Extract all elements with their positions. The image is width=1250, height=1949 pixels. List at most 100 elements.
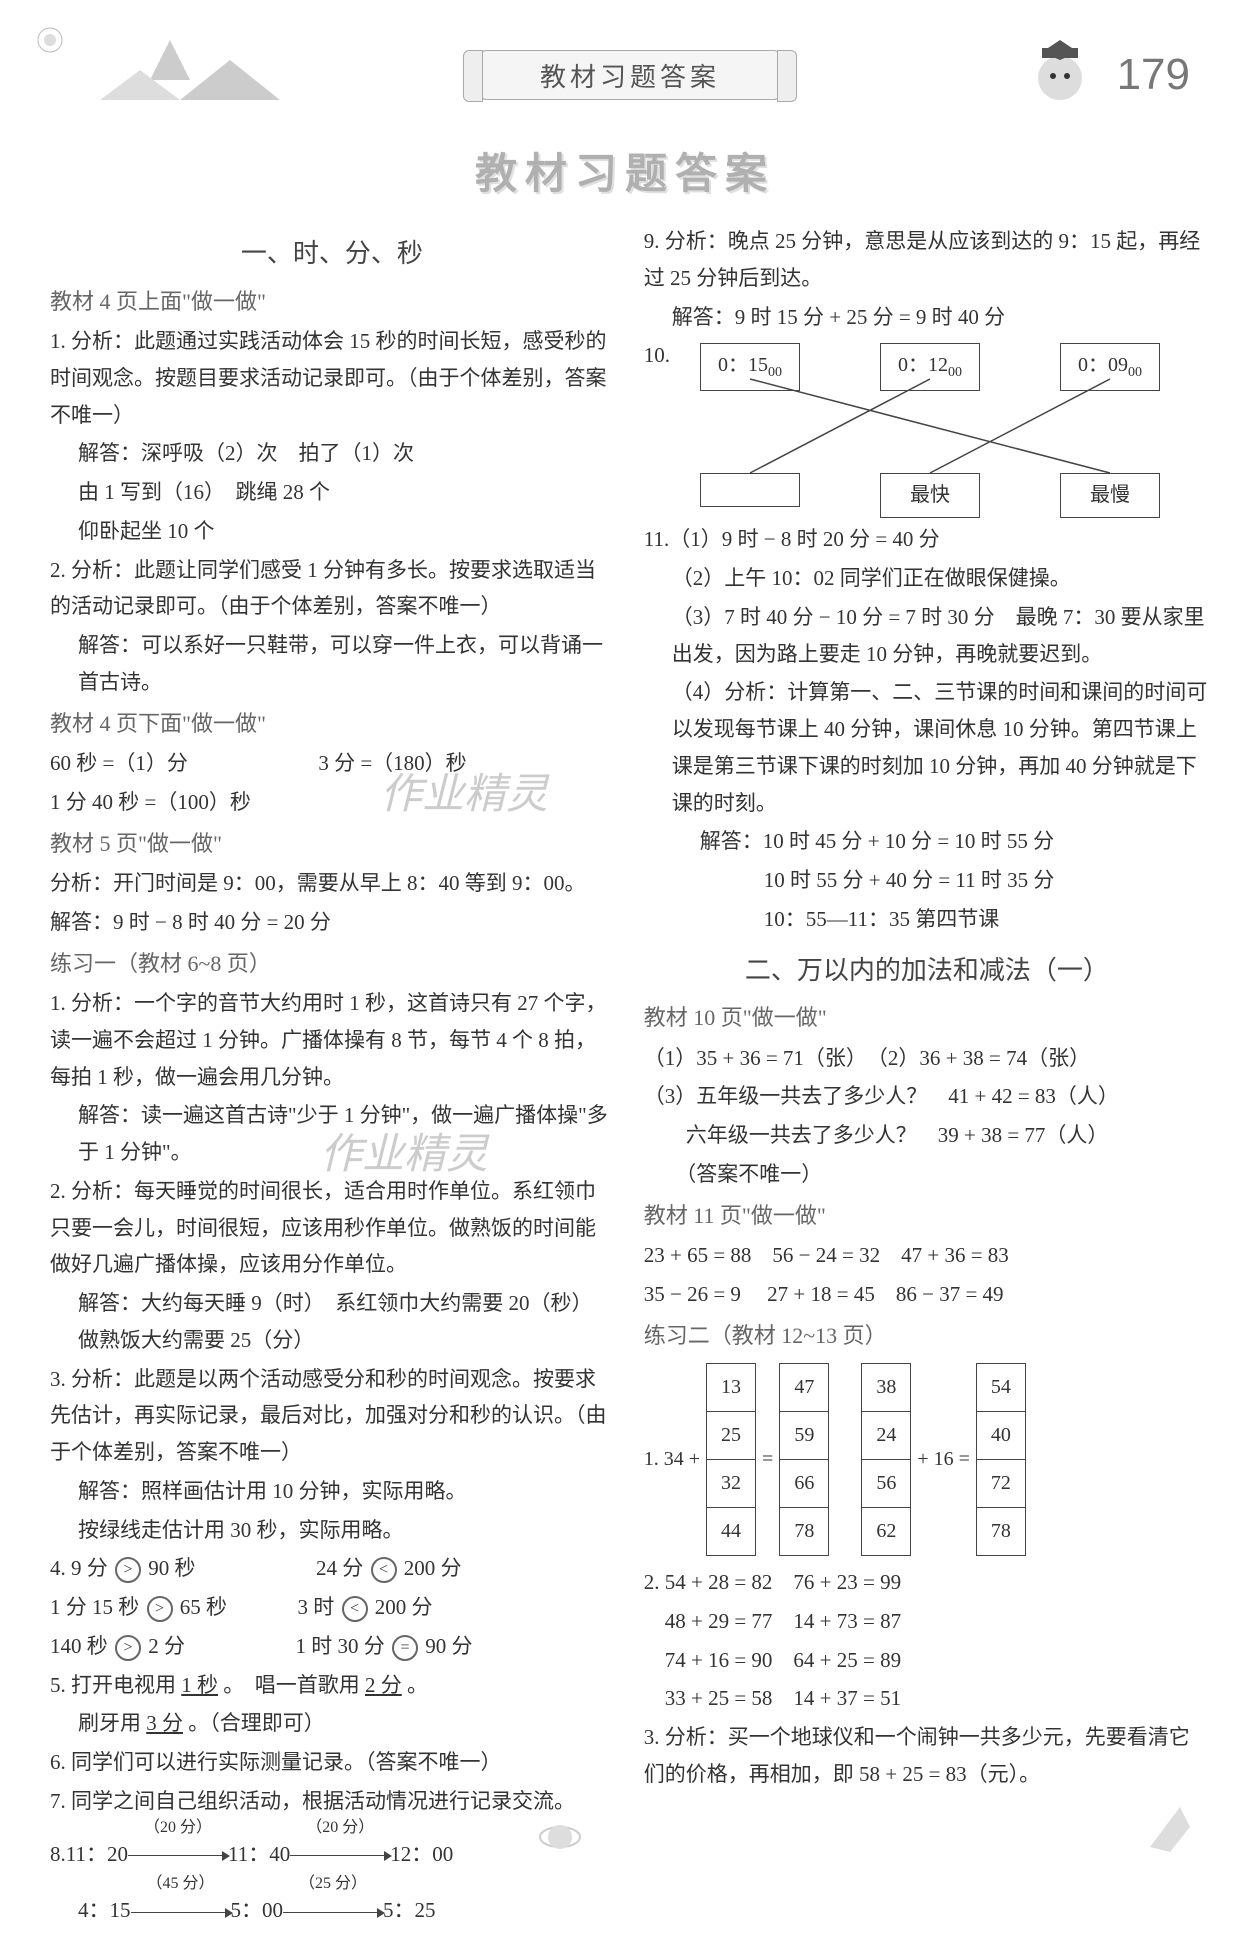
footer-decoration (0, 1797, 1250, 1857)
q2-analysis: 2. 分析：此题让同学们感受 1 分钟有多长。按要求选取适当的活动记录即可。（由… (50, 552, 614, 626)
subhead-p10: 教材 10 页"做一做" (644, 999, 1210, 1038)
p8-t6: 5：25 (383, 1892, 436, 1929)
header-decoration-left (20, 20, 320, 100)
t1c3-0: 38 (862, 1364, 910, 1411)
q1-answer-1: 解答：深呼吸（2）次 拍了（1）次 (50, 435, 614, 472)
p5a-end2: 。 (407, 1673, 428, 1697)
q11-2: （2）上午 10：02 同学们正在做眼保健操。 (644, 560, 1210, 597)
ex1-q1-analysis: 1. 分析：一个字的音节大约用时 1 秒，这首诗只有 27 个字，读一遍不会超过… (50, 985, 614, 1095)
t1-col3: 38 24 56 62 (861, 1363, 911, 1556)
q1-answer-3: 仰卧起坐 10 个 (50, 513, 614, 550)
subhead-ex1: 练习一（教材 6~8 页） (50, 945, 614, 984)
r5: 23 + 65 = 88 56 − 24 = 32 47 + 36 = 83 (644, 1237, 1210, 1274)
t1c2-1: 59 (780, 1411, 828, 1459)
r7d: 33 + 25 = 58 14 + 37 = 51 (644, 1680, 1210, 1717)
p4e1: 140 秒 (50, 1634, 108, 1658)
page-header: 教材习题答案 179 (0, 0, 1250, 120)
main-title: 教材习题答案 (0, 140, 1250, 201)
t1-col2: 47 59 66 78 (779, 1363, 829, 1556)
ex1-q5-row2: 刷牙用 3 分 。（合理即可） (50, 1705, 614, 1742)
t1c2-3: 78 (780, 1507, 828, 1555)
r6: 35 − 26 = 9 27 + 18 = 45 86 − 37 = 49 (644, 1276, 1210, 1313)
p8-t5: 5：00 (231, 1892, 284, 1929)
content-columns: 一、时、分、秒 教材 4 页上面"做一做" 1. 分析：此题通过实践活动体会 1… (0, 201, 1250, 1949)
ex1-q4-row2: 1 分 15 秒 > 65 秒 3 时 < 200 分 (50, 1589, 614, 1626)
t1c4-0: 54 (977, 1364, 1025, 1411)
t1c3-2: 56 (862, 1459, 910, 1507)
subhead-p11: 教材 11 页"做一做" (644, 1197, 1210, 1236)
r7c: 74 + 16 = 90 64 + 25 = 89 (644, 1642, 1210, 1679)
ex1-q3-analysis: 3. 分析：此题是以两个活动感受分和秒的时间观念。按要求先估计，再实际记录，最后… (50, 1361, 614, 1471)
t1c1-0: 13 (707, 1364, 755, 1411)
r3: 六年级一共去了多少人？ 39 + 38 = 77（人） (644, 1117, 1210, 1154)
p5a: 5. 打开电视用 (50, 1673, 176, 1697)
p4b2: 200 分 (404, 1556, 462, 1580)
p5a-u2: 2 分 (365, 1673, 402, 1697)
right-column: 9. 分析：晚点 25 分钟，意思是从应该到达的 9：15 起，再经过 25 分… (644, 221, 1210, 1929)
q11-1: 11.（1）9 时 − 8 时 20 分 = 40 分 (644, 521, 1210, 558)
t1c2-2: 66 (780, 1459, 828, 1507)
q1-answer-2: 由 1 写到（16） 跳绳 28 个 (50, 474, 614, 511)
p5b-end: 。（合理即可） (188, 1711, 325, 1735)
q2-answer: 解答：可以系好一只鞋带，可以穿一件上衣，可以背诵一首古诗。 (50, 627, 614, 701)
header-banner: 教材习题答案 (480, 50, 780, 100)
q4-analysis: 分析：开门时间是 9：00，需要从早上 8：40 等到 9：00。 (50, 865, 614, 902)
q3-row1: 60 秒 =（1）分 3 分 =（180）秒 (50, 745, 614, 782)
p4e2: 2 分 (148, 1634, 185, 1658)
mascot-icon (1020, 30, 1100, 110)
ex1-q3-answer-1: 解答：照样画估计用 10 分钟，实际用略。 (50, 1473, 614, 1510)
section-2-title: 二、万以内的加法和减法（一） (644, 948, 1210, 994)
q11-4b: 解答：10 时 45 分 + 10 分 = 10 时 55 分 (644, 823, 1210, 860)
ex1-q2-analysis: 2. 分析：每天睡觉的时间很长，适合用时作单位。系红领巾只要一会儿，时间很短，应… (50, 1173, 614, 1283)
q10-pre: 10. (644, 337, 670, 519)
q3-b: 3 分 =（180）秒 (318, 751, 466, 775)
p4d1: 3 时 (298, 1595, 335, 1619)
header-banner-text: 教材习题答案 (540, 57, 720, 94)
q9-analysis: 9. 分析：晚点 25 分钟，意思是从应该到达的 9：15 起，再经过 25 分… (644, 223, 1210, 297)
ex1-q4-row1: 4. 9 分 > 90 秒 24 分 < 200 分 (50, 1550, 614, 1587)
q11-4c: 10 时 55 分 + 40 分 = 11 时 35 分 (644, 862, 1210, 899)
d10-lines (690, 343, 1210, 513)
subhead-ex2: 练习二（教材 12~13 页） (644, 1317, 1210, 1356)
p4d2: 200 分 (375, 1595, 433, 1619)
q11-4a: （4）分析：计算第一、二、三节课的时间和课间的时间可以发现每节课上 40 分钟，… (644, 674, 1210, 821)
ex1-q3-answer-2: 按绿线走估计用 30 秒，实际用略。 (50, 1512, 614, 1549)
arrow-3-label: （45 分） (146, 1870, 214, 1898)
ex2-q1-table: 1. 34 + 13 25 32 44 = 47 59 66 78 38 24 … (644, 1363, 1210, 1556)
cmp-5: > (115, 1635, 141, 1661)
cmp-6: = (392, 1635, 418, 1661)
q1-analysis: 1. 分析：此题通过实践活动体会 15 秒的时间长短，感受秒的时间观念。按题目要… (50, 323, 614, 433)
q9-answer: 解答：9 时 15 分 + 25 分 = 9 时 40 分 (644, 299, 1210, 336)
cmp-3: > (147, 1596, 173, 1622)
ex1-q1-answer: 解答：读一遍这首古诗"少于 1 分钟"，做一遍广播体操"多于 1 分钟"。 (50, 1097, 614, 1171)
t1c1-2: 32 (707, 1459, 755, 1507)
p4a1: 4. 9 分 (50, 1556, 108, 1580)
p4b1: 24 分 (316, 1556, 363, 1580)
ex1-q5-row1: 5. 打开电视用 1 秒 。 唱一首歌用 2 分 。 (50, 1667, 614, 1704)
t1c2-0: 47 (780, 1364, 828, 1411)
r7a: 2. 54 + 28 = 82 76 + 23 = 99 (644, 1564, 1210, 1601)
p5a-end: 。 唱一首歌用 (223, 1673, 360, 1697)
p4a2: 90 秒 (148, 1556, 195, 1580)
page-number: 179 (1117, 50, 1190, 100)
p4f2: 90 分 (425, 1634, 472, 1658)
ex1-q6: 6. 同学们可以进行实际测量记录。（答案不唯一） (50, 1744, 614, 1781)
q3-a: 60 秒 =（1）分 (50, 751, 188, 775)
q10: 10. 0：1500 0：1200 0：0900 最快 最慢 (644, 337, 1210, 519)
t1-col4: 54 40 72 78 (976, 1363, 1026, 1556)
r4: （答案不唯一） (644, 1156, 1210, 1193)
p5a-u: 1 秒 (181, 1673, 218, 1697)
r8: 3. 分析：买一个地球仪和一个闹钟一共多少元，先要看清它们的价格，再相加，即 5… (644, 1719, 1210, 1793)
q10-diagram: 0：1500 0：1200 0：0900 最快 最慢 (690, 343, 1210, 513)
q4-answer: 解答：9 时 − 8 时 40 分 = 20 分 (50, 904, 614, 941)
subhead-p5: 教材 5 页"做一做" (50, 825, 614, 864)
ex1-q8-row2: 4：15 （45 分） 5：00 （25 分） 5：25 (50, 1892, 614, 1929)
t1-mid: + 16 = (917, 1442, 970, 1477)
t1c4-3: 78 (977, 1507, 1025, 1555)
ex1-q4-row3: 140 秒 > 2 分 1 时 30 分 = 90 分 (50, 1628, 614, 1665)
p4f1: 1 时 30 分 (296, 1634, 385, 1658)
t1c4-1: 40 (977, 1411, 1025, 1459)
r1: （1）35 + 36 = 71（张） （2）36 + 38 = 74（张） (644, 1040, 1210, 1077)
arrow-4-label: （25 分） (299, 1870, 367, 1898)
subhead-p4-bottom: 教材 4 页下面"做一做" (50, 705, 614, 744)
